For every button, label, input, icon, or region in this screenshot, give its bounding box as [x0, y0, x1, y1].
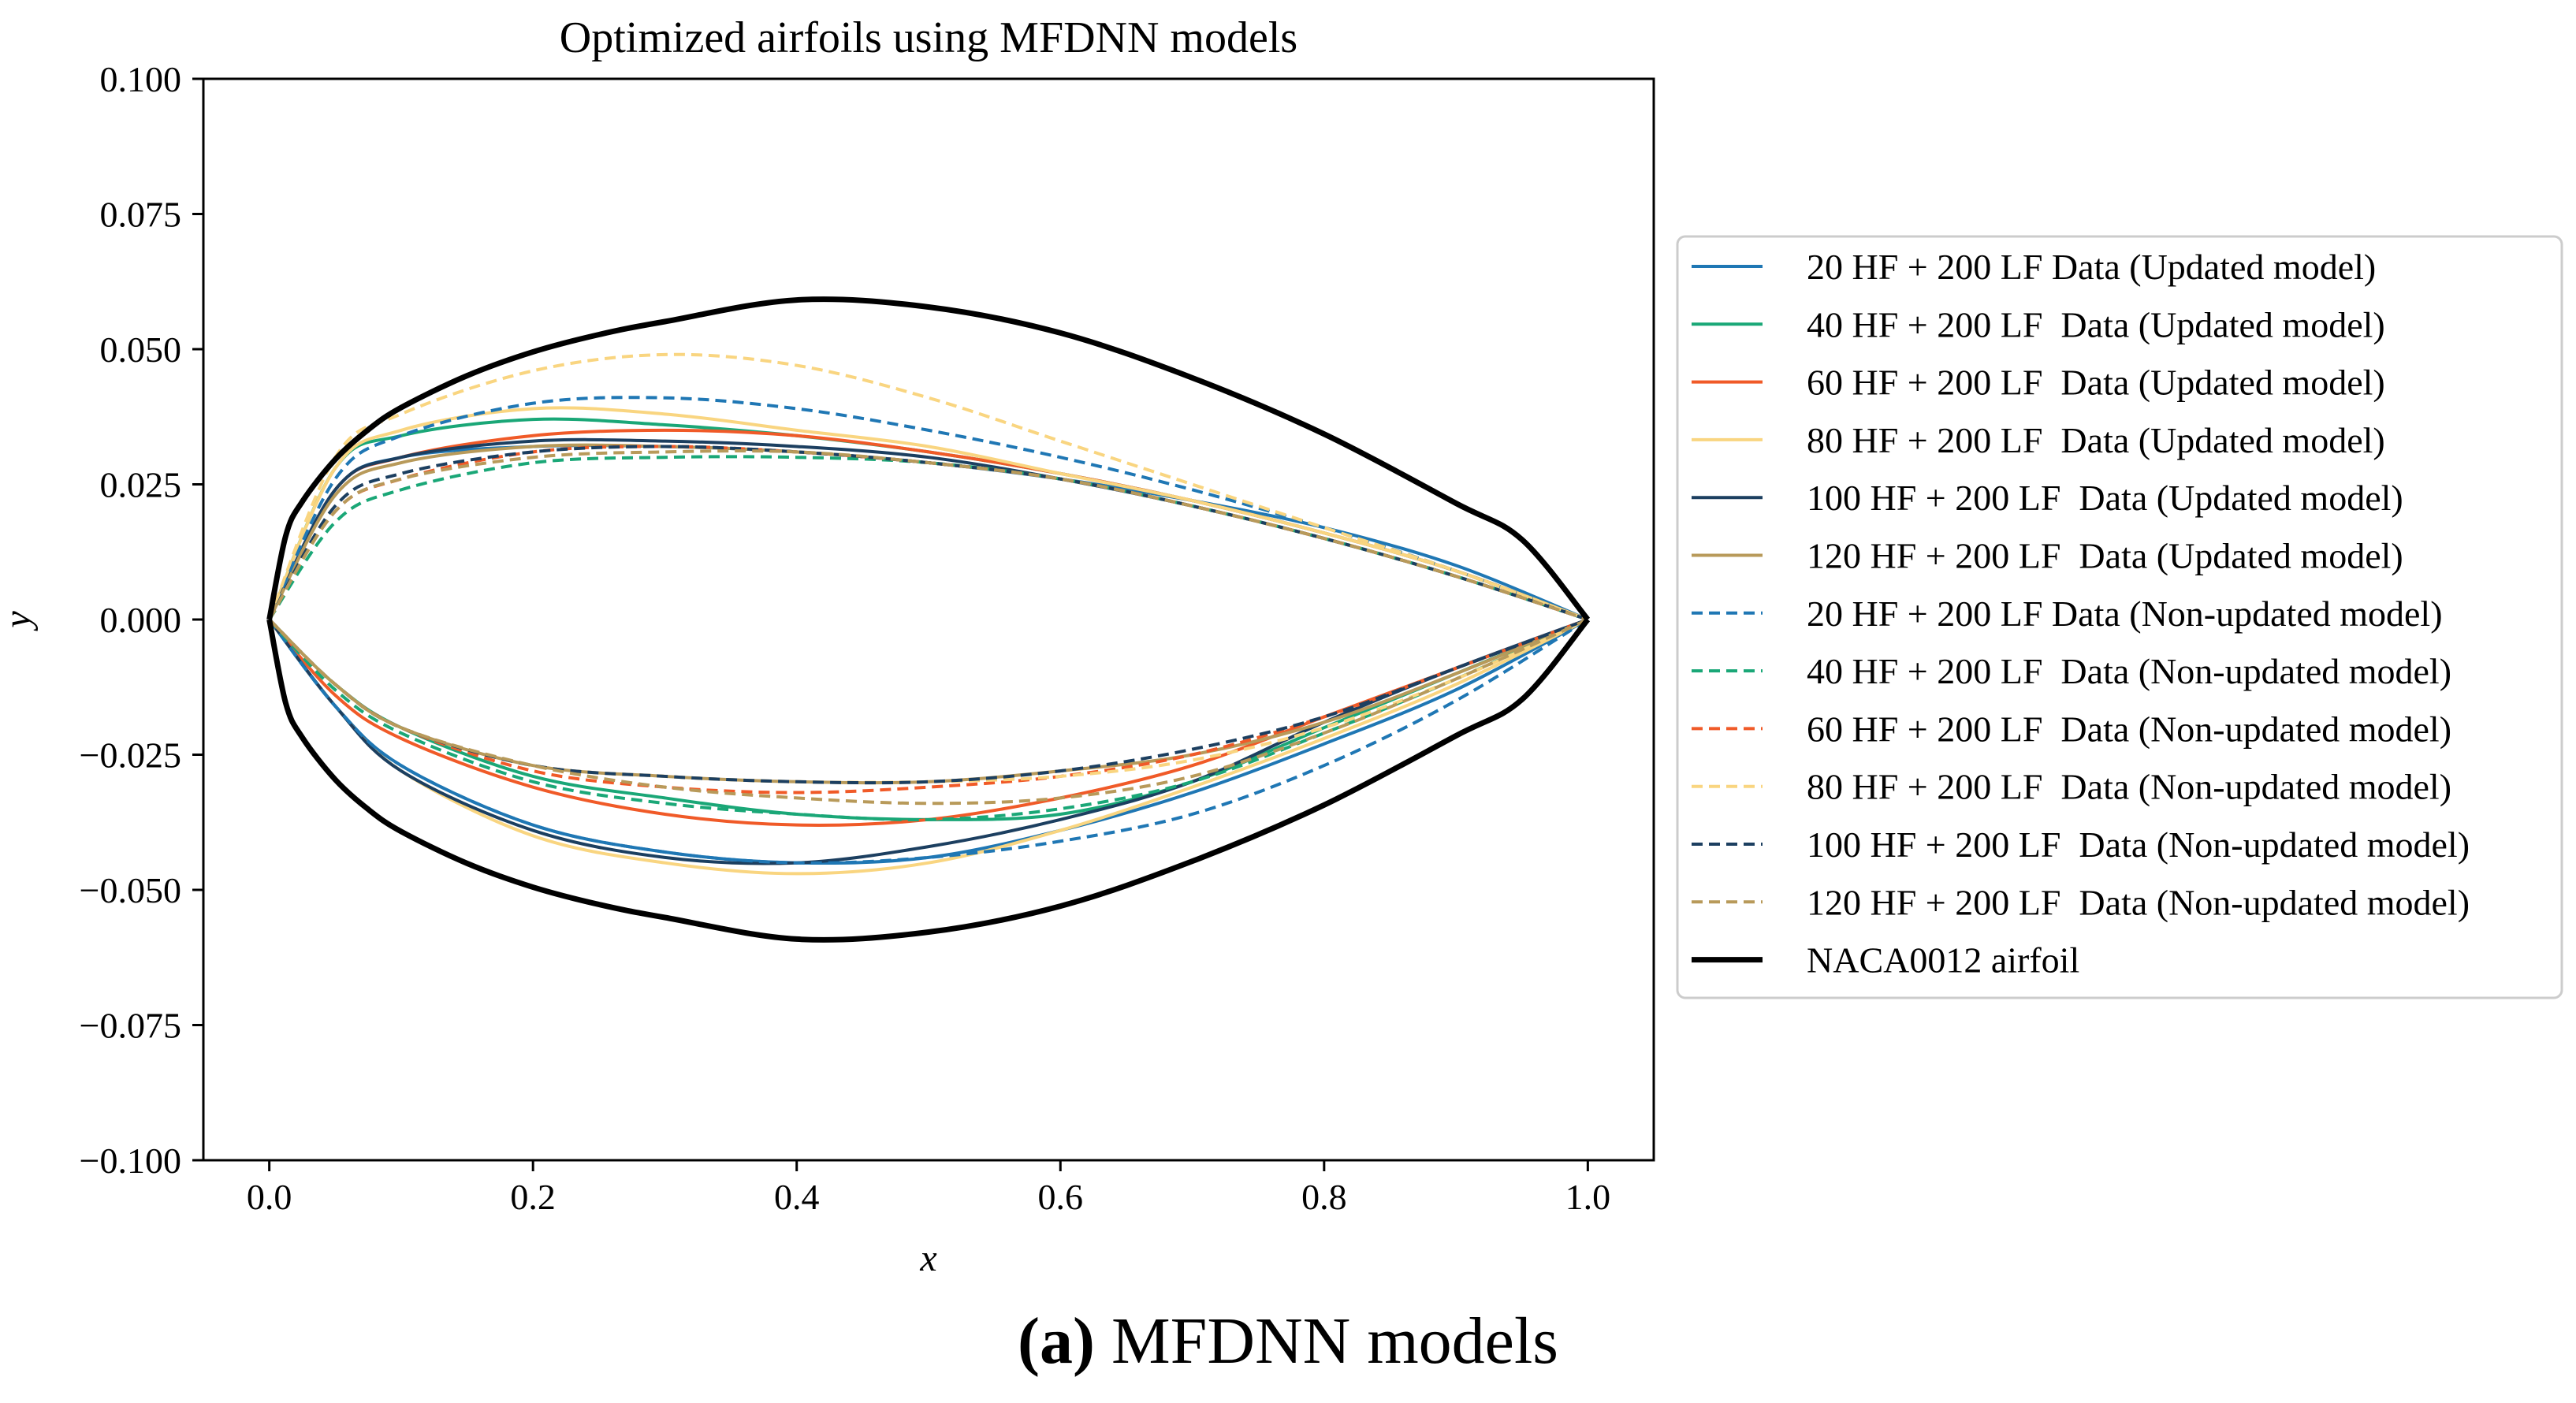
legend-label: 120 HF + 200 LF Data (Non-updated model)	[1807, 882, 2470, 922]
legend-label: 20 HF + 200 LF Data (Non-updated model)	[1807, 594, 2443, 634]
legend-label: 60 HF + 200 LF Data (Updated model)	[1807, 363, 2385, 403]
x-tick-label: 1.0	[1565, 1177, 1611, 1217]
legend-label: 60 HF + 200 LF Data (Non-updated model)	[1807, 709, 2451, 749]
series-1-upper-surface	[267, 444, 1589, 621]
y-tick-label: 0.050	[100, 329, 182, 370]
series-8-upper-surface	[267, 455, 1588, 621]
y-tick-label: −0.050	[80, 870, 181, 910]
legend-label: 80 HF + 200 LF Data (Updated model)	[1807, 420, 2385, 460]
caption-text: MFDNN models	[1094, 1304, 1558, 1378]
y-ticks: 0.100 0.075 0.050 0.025 0.000 −0.025 −0.050 −0.…	[80, 59, 203, 1181]
y-tick-label: −0.075	[80, 1006, 181, 1046]
series-4-lower-surface	[268, 618, 1589, 876]
series-5-lower-surface	[268, 618, 1589, 865]
series-6-upper-surface	[267, 443, 1588, 621]
chart-title: Optimized airfoils using MFDNN models	[560, 13, 1297, 62]
legend-label: 80 HF + 200 LF Data (Non-updated model)	[1807, 767, 2451, 807]
y-tick-label: 0.000	[100, 600, 182, 640]
figure-caption: (a) MFDNN models	[0, 1308, 2576, 1375]
legend: 20 HF + 200 LF Data (Updated model) 40 HF…	[1676, 235, 2563, 999]
series-7-upper-surface	[267, 396, 1589, 621]
plot-frame	[202, 77, 1655, 1162]
series-8-lower-surface	[268, 618, 1589, 821]
legend-label: 100 HF + 200 LF Data (Updated model)	[1807, 478, 2403, 518]
series-4-upper-surface	[267, 406, 1589, 621]
legend-label: 20 HF + 200 LF Data (Updated model)	[1807, 247, 2376, 287]
legend-label: 40 HF + 200 LF Data (Non-updated model)	[1807, 651, 2451, 691]
series-layer	[266, 296, 1591, 943]
x-axis-label: x	[919, 1237, 936, 1279]
y-tick-label: −0.100	[80, 1141, 181, 1181]
x-ticks: 0.0 0.2 0.4 0.6 0.8 1.0	[247, 1160, 1610, 1217]
series-10-upper-surface	[267, 352, 1589, 621]
legend-label: NACA0012 airfoil	[1807, 940, 2079, 981]
x-tick-label: 0.0	[247, 1177, 292, 1217]
y-tick-label: −0.025	[80, 735, 181, 776]
legend-frame	[1676, 235, 2563, 999]
series-3-lower-surface	[268, 618, 1589, 827]
x-tick-label: 0.4	[774, 1177, 820, 1217]
legend-label: 100 HF + 200 LF Data (Non-updated model)	[1807, 824, 2470, 865]
legend-label: 40 HF + 200 LF Data (Updated model)	[1807, 304, 2385, 344]
x-tick-label: 0.6	[1038, 1177, 1084, 1217]
y-axis-label: y	[0, 611, 39, 632]
legend-entries: 20 HF + 200 LF Data (Updated model) 40 HF…	[1692, 247, 2470, 981]
series-1-lower-surface	[268, 618, 1589, 865]
series-12-lower-surface	[268, 618, 1589, 806]
series-13-upper-surface	[266, 296, 1591, 622]
caption-letter: (a)	[1018, 1304, 1095, 1378]
y-tick-label: 0.025	[100, 465, 182, 505]
y-tick-label: 0.075	[100, 195, 182, 235]
series-12-upper-surface	[267, 449, 1588, 621]
x-tick-label: 0.2	[510, 1177, 556, 1217]
series-13-lower-surface	[266, 617, 1591, 943]
series-7-lower-surface	[268, 618, 1589, 865]
y-tick-label: 0.100	[100, 59, 182, 99]
legend-label: 120 HF + 200 LF Data (Updated model)	[1807, 536, 2403, 576]
x-tick-label: 0.8	[1301, 1177, 1347, 1217]
